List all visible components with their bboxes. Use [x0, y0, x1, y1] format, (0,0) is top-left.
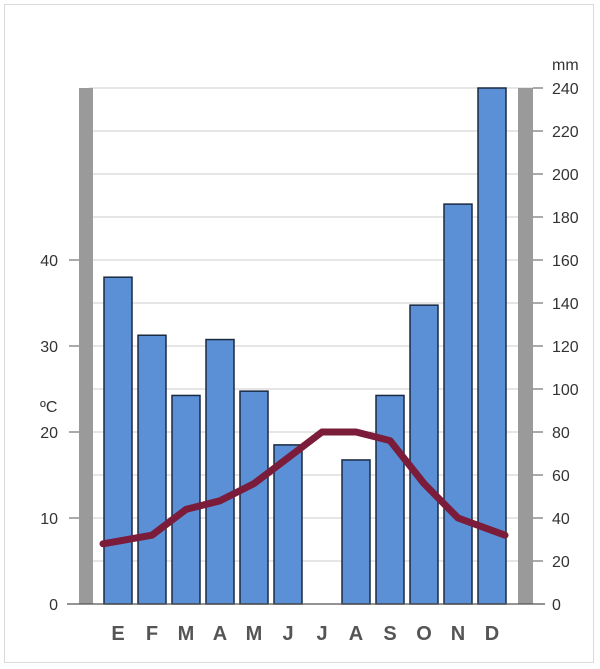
- bar-2: [137, 334, 167, 605]
- right-tick-label-0: 0: [552, 597, 561, 614]
- month-label-7: J: [316, 623, 327, 645]
- month-label-12: D: [485, 623, 499, 645]
- left-tick-label-30: 30: [40, 339, 58, 356]
- right-tick-label-20: 20: [552, 554, 570, 571]
- temperature-point-8: [354, 430, 358, 434]
- left-tick-label-10: 10: [40, 511, 58, 528]
- temperature-series-line: [99, 428, 509, 548]
- right-tick-label-200: 200: [552, 167, 579, 184]
- bar-10: [409, 304, 439, 605]
- temperature-point-4: [218, 498, 222, 503]
- temperature-point-7: [320, 430, 324, 434]
- right-tick-label-120: 120: [552, 339, 579, 356]
- month-label-10: O: [416, 623, 432, 645]
- right-tick-label-220: 220: [552, 124, 579, 141]
- month-label-5: M: [246, 623, 263, 645]
- month-label-11: N: [451, 623, 465, 645]
- temperature-point-11: [456, 516, 460, 520]
- right-tick-label-160: 160: [552, 253, 579, 270]
- temperature-point-2: [150, 533, 154, 538]
- left-tick-label-20: 20: [40, 425, 58, 442]
- temperature-point-3: [184, 507, 188, 512]
- bar-6: [273, 444, 303, 605]
- month-label-2: F: [146, 623, 158, 645]
- month-label-3: M: [178, 623, 195, 645]
- right-tick-label-80: 80: [552, 425, 570, 442]
- temperature-point-10: [422, 481, 426, 486]
- right-axis-unit: mm: [552, 57, 579, 74]
- right-side-bar: [518, 88, 533, 604]
- month-label-6: J: [282, 623, 293, 645]
- bar-8: [341, 459, 371, 605]
- left-axis-unit: ºC: [40, 399, 57, 416]
- right-tick-label-140: 140: [552, 296, 579, 313]
- bar-11: [443, 203, 473, 605]
- bar-12: [477, 87, 507, 605]
- temperature-point-6: [286, 455, 290, 460]
- bar-5: [239, 390, 269, 605]
- temperature-point-1: [101, 541, 105, 546]
- temperature-point-9: [388, 438, 392, 443]
- axes: E F M A M J J A S O N D0102030400204060801001201401…: [40, 81, 579, 645]
- month-label-9: S: [383, 623, 396, 645]
- left-tick-label-40: 40: [40, 253, 58, 270]
- month-label-4: A: [213, 623, 227, 645]
- right-tick-label-60: 60: [552, 468, 570, 485]
- bar-1: [103, 276, 133, 605]
- temperature-point-5: [252, 481, 256, 486]
- right-tick-label-180: 180: [552, 210, 579, 227]
- month-label-8: A: [349, 623, 363, 645]
- right-tick-label-240: 240: [552, 81, 579, 98]
- left-tick-label-0: 0: [49, 597, 58, 614]
- left-side-bar: [79, 88, 93, 604]
- right-tick-label-100: 100: [552, 382, 579, 399]
- temperature-point-12: [503, 533, 507, 538]
- right-tick-label-40: 40: [552, 511, 570, 528]
- precipitation-bars: [103, 87, 507, 605]
- temperature-line: [99, 428, 509, 548]
- bar-9: [375, 394, 405, 605]
- month-label-1: E: [111, 623, 124, 645]
- bar-4: [205, 338, 235, 605]
- bar-3: [171, 394, 201, 605]
- side-bars: [79, 88, 533, 604]
